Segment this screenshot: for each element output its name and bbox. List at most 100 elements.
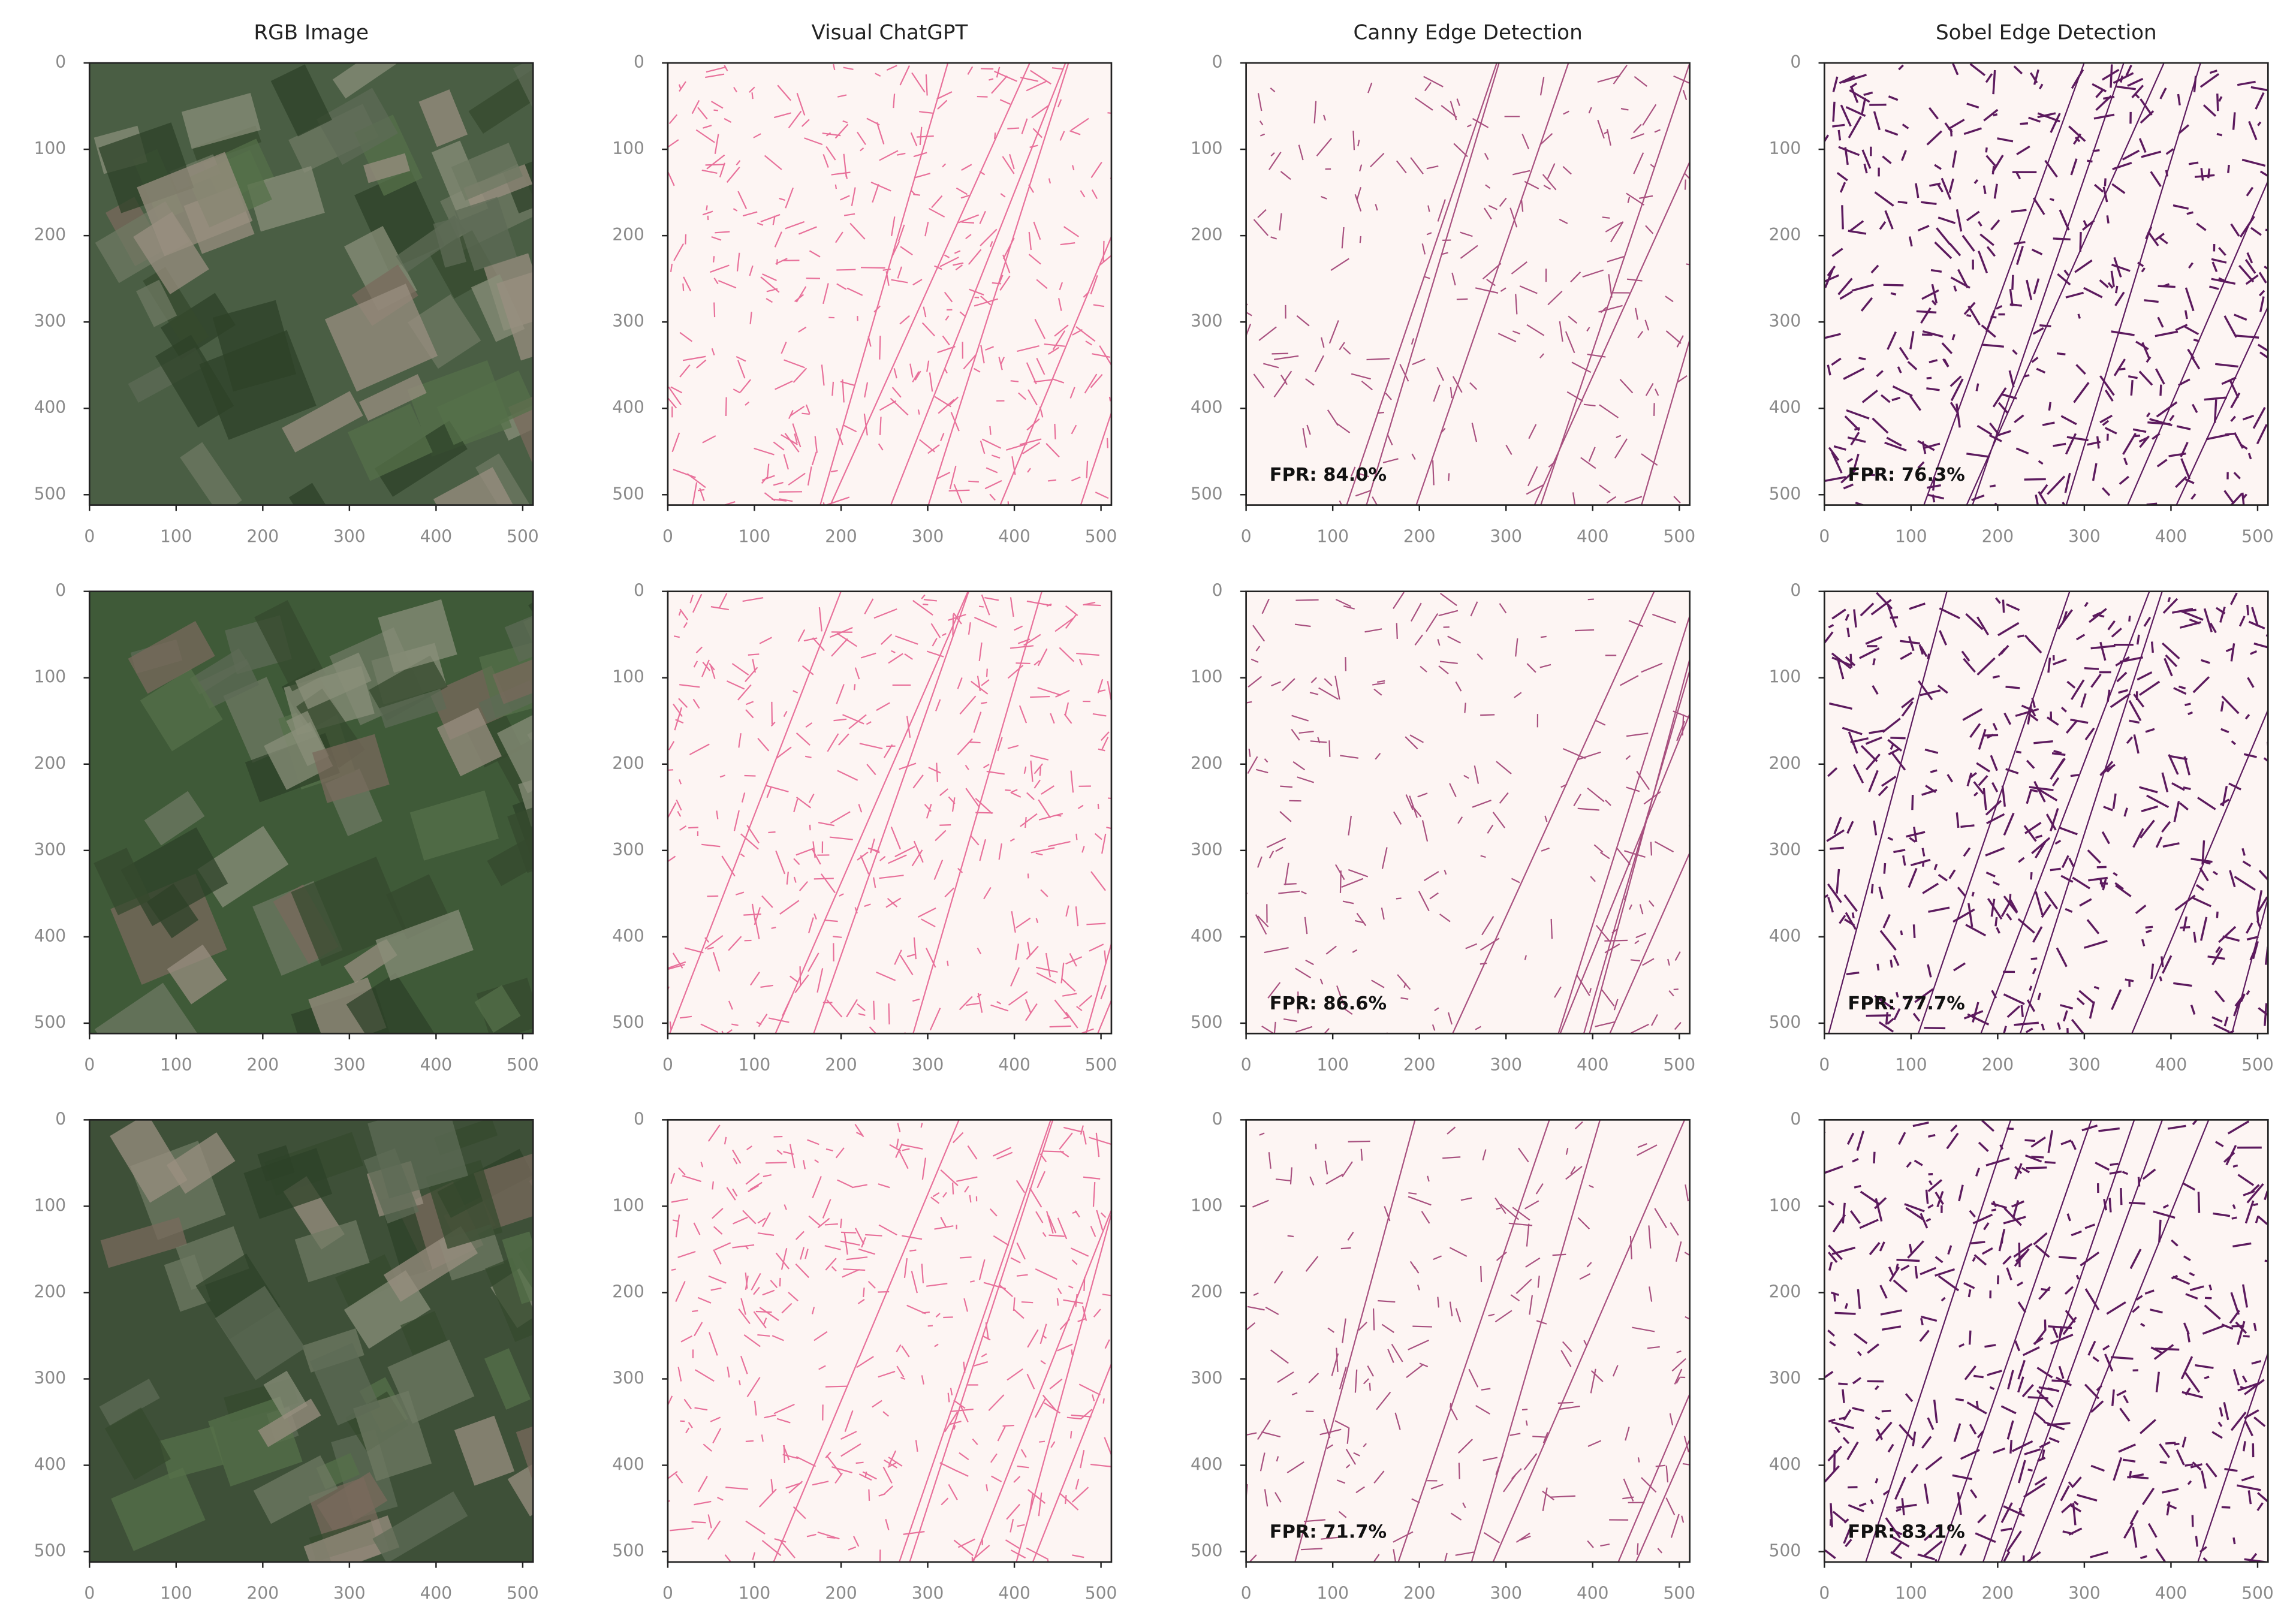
edge-pixels (667, 855, 676, 863)
edge-pixels (1971, 891, 1975, 897)
y-tick-label: 100 (34, 667, 67, 687)
edge-pixels (2263, 757, 2268, 762)
edge-pixels (1984, 1344, 1996, 1348)
edge-pixels (1521, 134, 1530, 150)
edge-pixels (2072, 876, 2090, 890)
edge-pixels (2190, 858, 2213, 863)
edge-pixels (2158, 236, 2168, 245)
edge-pixels (813, 913, 817, 920)
edge-pixels (1654, 841, 1674, 853)
edge-pixels (1997, 402, 2009, 414)
edge-pixels (2054, 839, 2062, 845)
edge-pixels (2171, 782, 2185, 791)
photo-patch (363, 153, 411, 183)
edge-pixels (1056, 1298, 1059, 1306)
edge-pixels (974, 616, 998, 628)
edge-pixels (679, 684, 700, 688)
edge-pixels (2075, 364, 2086, 375)
edge-pixels (1613, 65, 1628, 85)
edge-pixels (1526, 324, 1545, 336)
edge-pixels (2053, 750, 2062, 754)
edge-pixels (1393, 1531, 1414, 1543)
x-tick-label: 100 (160, 1055, 192, 1075)
photo-patch (110, 1120, 188, 1203)
edge-pixels (1303, 1519, 1326, 1522)
edge-pixels (927, 444, 940, 454)
edge-pixels (1048, 841, 1071, 848)
edge-pixels (798, 226, 817, 235)
x-tick-label: 0 (1819, 1055, 1830, 1075)
edge-pixels (2237, 1382, 2259, 1392)
edge-pixels (1342, 900, 1354, 905)
edge-pixels (1846, 409, 1870, 420)
x-tick-label: 300 (1490, 1055, 1522, 1075)
x-tick-label: 500 (1085, 1584, 1117, 1603)
edge-pixels (1826, 829, 1845, 842)
edge-pixels (2237, 80, 2256, 86)
photo-patch (502, 1231, 534, 1304)
edge-pixels (2216, 132, 2222, 137)
edge-pixels (2024, 374, 2030, 378)
edge-pixels (1671, 1358, 1686, 1372)
edge-pixels (1629, 904, 1632, 910)
edge-pixels (1340, 1247, 1351, 1250)
edge-pixels (936, 471, 951, 480)
edge-pixels (1950, 276, 1970, 289)
edge-pixels (887, 897, 898, 908)
edge-pixels (2169, 414, 2175, 421)
edge-pixels (1284, 370, 1292, 381)
edge-pixels (2142, 1168, 2156, 1180)
edge-pixels (2018, 1243, 2021, 1268)
edge-pixels (2027, 704, 2032, 725)
edge-pixels (1268, 851, 1274, 859)
edge-pixels (882, 1466, 893, 1484)
edge-pixels (950, 1388, 953, 1395)
edge-pixels (2220, 728, 2229, 734)
edge-pixels (785, 221, 805, 230)
edge-pixels (1665, 1497, 1676, 1515)
edge-pixels (2252, 940, 2259, 960)
edge-pixels (1907, 1240, 1924, 1259)
edge-pixels (1065, 1011, 1078, 1029)
edge-pixels (1007, 501, 1010, 505)
edge-pixels (1831, 1421, 1854, 1430)
edge-pixels (989, 493, 996, 501)
edge-pixels (2102, 420, 2110, 426)
edge-pixels (685, 234, 687, 245)
edge-pixels (2223, 315, 2237, 338)
edge-pixels (2118, 1443, 2136, 1453)
edge-pixels (1872, 685, 1879, 695)
edge-pixels (1033, 763, 1043, 774)
photo-patch (99, 1379, 160, 1427)
edge-pixels (1831, 248, 1843, 257)
edge-pixels (1575, 629, 1595, 632)
photo-patch (140, 668, 223, 752)
edge-pixels (1946, 1132, 1959, 1150)
edge-pixels (864, 598, 874, 614)
edge-pixels (969, 1195, 972, 1203)
edge-pixels (1298, 144, 1304, 161)
edge-pixels (1966, 313, 1972, 318)
y-tick-label: 400 (1769, 1455, 1801, 1475)
edge-pixels (1927, 964, 1932, 978)
edge-pixels (1346, 1427, 1350, 1444)
edge-pixels (2090, 1551, 2108, 1558)
edge-pixels (1328, 320, 1339, 344)
x-tick-label: 0 (1241, 1055, 1252, 1075)
edge-line (1828, 591, 1948, 1034)
edge-pixels (1035, 966, 1058, 973)
axes-frame (88, 1118, 534, 1563)
edge-line (972, 1208, 1111, 1562)
edge-pixels (1525, 1420, 1528, 1426)
edge-pixels (776, 1149, 783, 1155)
edge-pixels (921, 594, 926, 599)
edge-pixels (1852, 1377, 1862, 1385)
edge-pixels (1981, 324, 1996, 338)
edge-pixels (2013, 1243, 2033, 1258)
edge-pixels (1030, 755, 1049, 761)
edge-pixels (1068, 1285, 1074, 1289)
edge-pixels (2209, 285, 2219, 290)
edge-pixels (689, 743, 710, 755)
edge-pixels (1879, 221, 1887, 230)
edge-pixels (2139, 435, 2150, 448)
